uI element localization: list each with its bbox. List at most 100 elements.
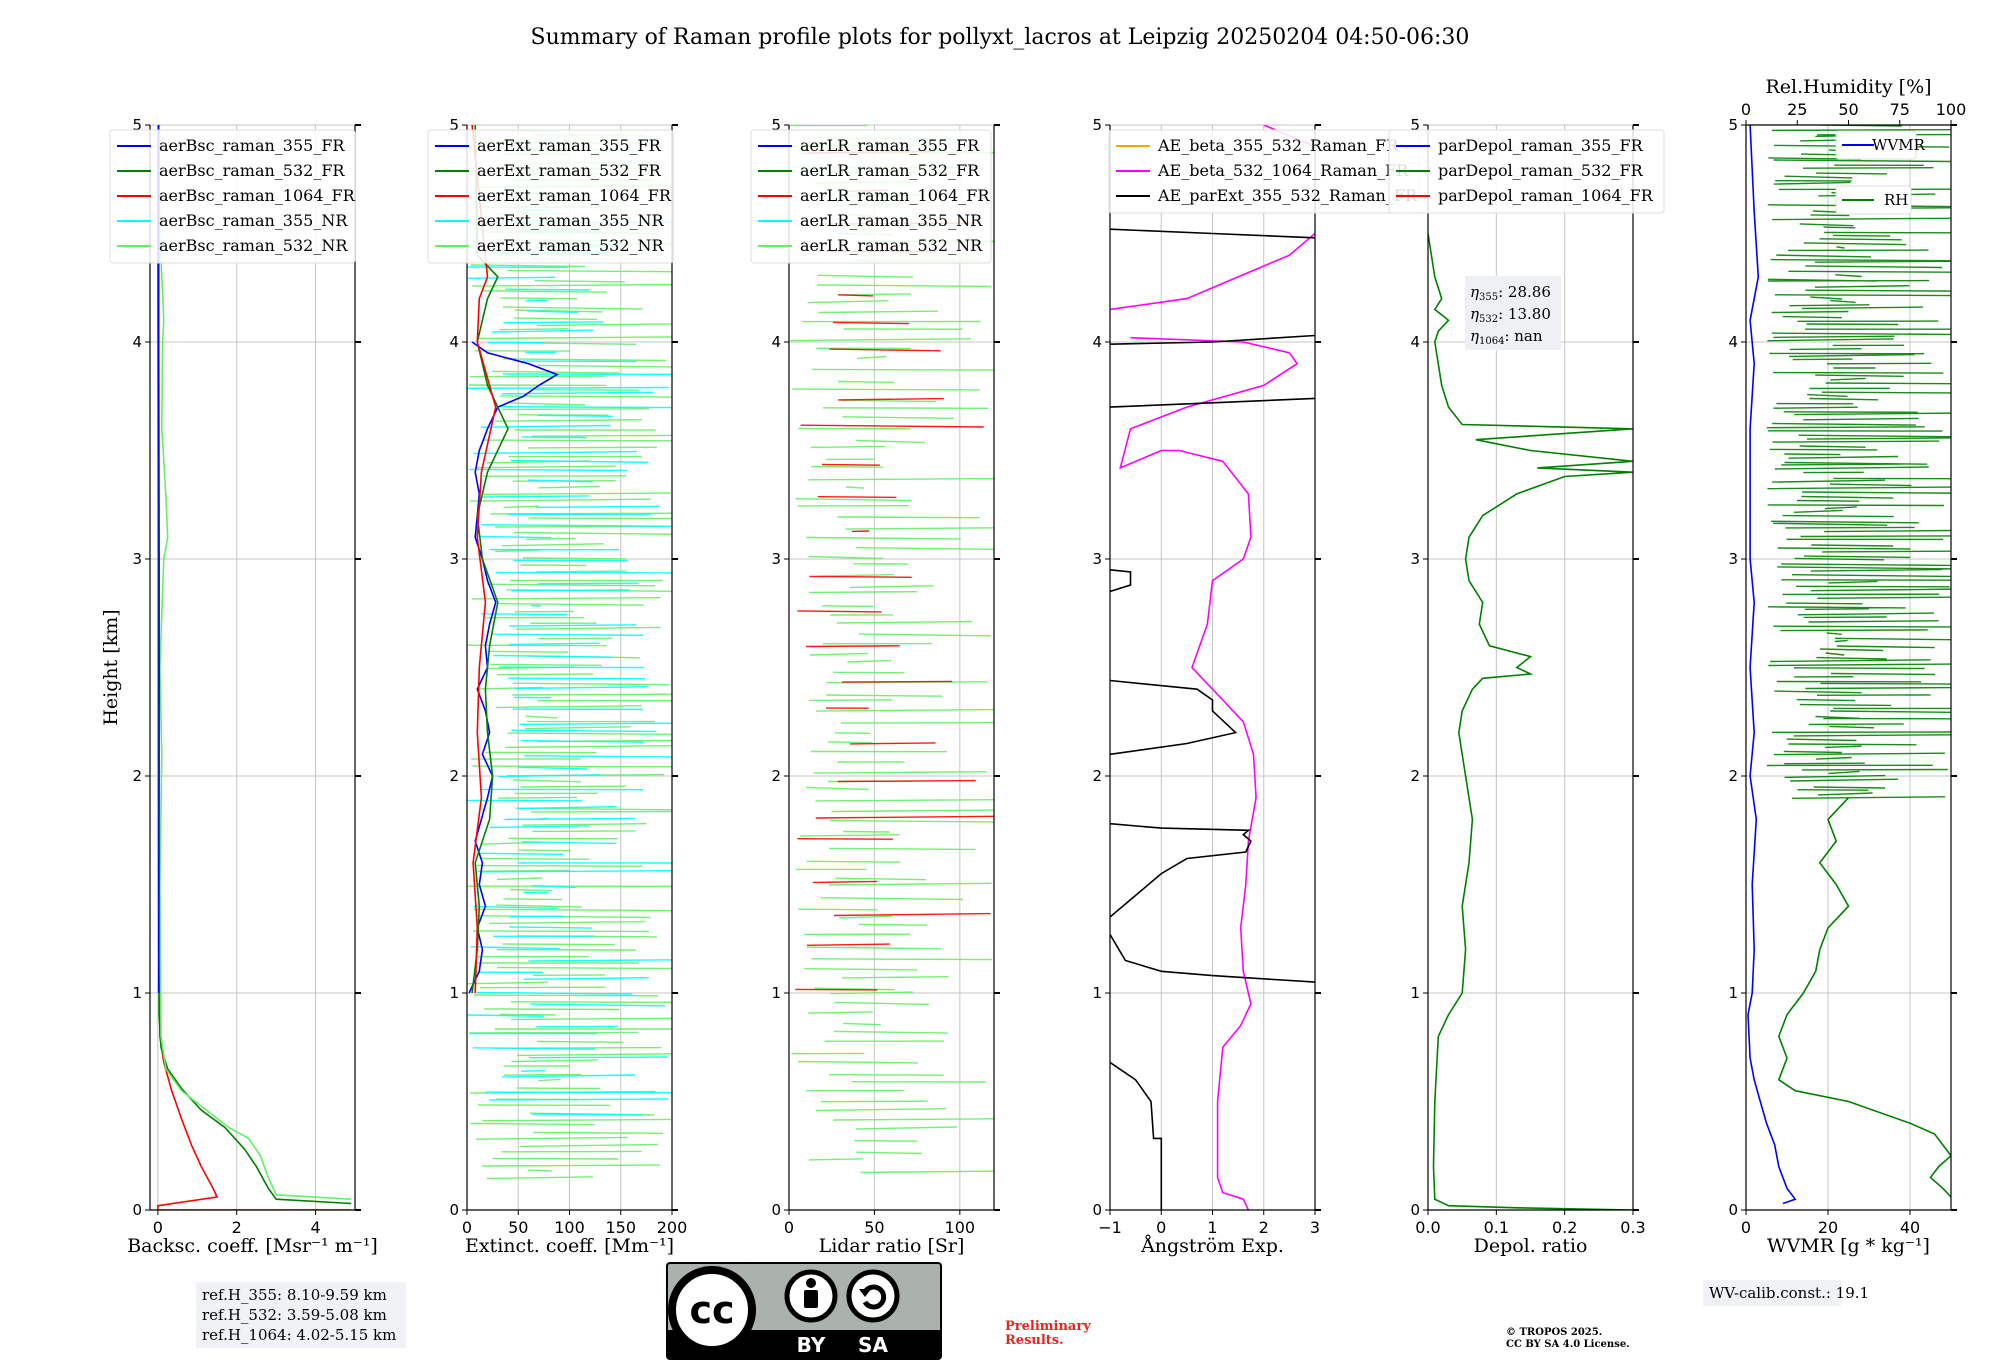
top-axis-label: Rel.Humidity [%] bbox=[1765, 76, 1931, 98]
plot-area-ext bbox=[467, 125, 672, 1180]
series-line-ae-9 bbox=[1110, 334, 1315, 345]
series-line-ext-0 bbox=[468, 341, 560, 994]
x-tick-label: 2 bbox=[232, 1218, 242, 1237]
series-line-ae-4 bbox=[1110, 933, 1315, 983]
wv-calibration-text: WV-calib.const.: 19.1 bbox=[1709, 1284, 1870, 1302]
legend-label: parDepol_raman_355_FR bbox=[1438, 136, 1644, 155]
x-tick-label: 20 bbox=[1818, 1218, 1838, 1237]
y-tick-label: 0 bbox=[449, 1201, 459, 1219]
legend-label: WVMR bbox=[1872, 136, 1926, 154]
legend-label: aerLR_raman_355_NR bbox=[800, 211, 983, 230]
x-tick-label: 0.3 bbox=[1620, 1218, 1645, 1237]
noise-trace-lr-0 bbox=[790, 125, 994, 1174]
legend-label: aerBsc_raman_355_FR bbox=[159, 136, 345, 155]
panel-wv: 0 20 40 0 1 2 3 4 5 WVMR [g * kg⁻¹] 0 25 50 75 100 Rel.… bbox=[1728, 76, 1966, 1257]
x-tick-label: 0.1 bbox=[1484, 1218, 1509, 1237]
legend-box bbox=[1835, 130, 1917, 160]
wv-calibration-box: WV-calib.const.: 19.1 bbox=[1703, 1280, 1870, 1306]
legend-label: aerLR_raman_355_FR bbox=[800, 136, 980, 155]
y-axis-label: Height [km] bbox=[100, 609, 122, 725]
legend-label: AE_beta_355_532_Raman_FR bbox=[1157, 136, 1399, 155]
legend-box bbox=[109, 129, 356, 264]
legend-box bbox=[1388, 129, 1665, 214]
y-tick-label: 0 bbox=[1410, 1201, 1420, 1219]
series-line-ae-5 bbox=[1110, 822, 1252, 918]
legend-box bbox=[750, 129, 992, 264]
x-tick-label: 0 bbox=[1741, 1218, 1751, 1237]
series-line-bsc-1 bbox=[157, 125, 352, 1205]
series-line-ae-0 bbox=[1119, 336, 1299, 1210]
x-tick-label: 4 bbox=[310, 1218, 320, 1237]
legend-label: aerExt_raman_532_NR bbox=[477, 236, 665, 255]
legend-label: AE_parExt_355_532_Raman_FR bbox=[1157, 186, 1418, 205]
x-tick-label: 1 bbox=[1207, 1218, 1217, 1237]
ref-height-355: ref.H_355: 8.10-9.59 km bbox=[202, 1286, 387, 1304]
noise-trace-ext-1 bbox=[467, 209, 672, 1116]
plot-area-wv bbox=[1747, 125, 1951, 1205]
copyright-line: © TROPOS 2025. bbox=[1506, 1327, 1603, 1338]
y-tick-label: 4 bbox=[132, 333, 142, 351]
legend-ae: AE_beta_355_532_Raman_FR AE_beta_532_1064… bbox=[1108, 129, 1420, 214]
cc-icon bbox=[668, 1266, 756, 1354]
legend-bsc: aerBsc_raman_355_FR aerBsc_raman_532_FRae… bbox=[109, 129, 356, 264]
preliminary-results-note: Preliminary Results. bbox=[1005, 1319, 1091, 1348]
series-line-ae-1 bbox=[1110, 232, 1315, 311]
cc-by-sa-logo: cc BY SA bbox=[666, 1262, 942, 1360]
eta-355: η355: 28.86 bbox=[1470, 283, 1551, 303]
x-tick-label: 0 bbox=[784, 1218, 794, 1237]
legend-wv: WVMR RH bbox=[1835, 130, 1926, 215]
y-tick-label: 5 bbox=[1728, 116, 1738, 134]
series-line-wv-1 bbox=[1777, 797, 1951, 1198]
top-tick-label: 25 bbox=[1787, 100, 1807, 119]
x-tick-label: 3 bbox=[1310, 1218, 1320, 1237]
noise-trace-wv-0 bbox=[1766, 125, 1951, 799]
y-tick-label: 0 bbox=[771, 1201, 781, 1219]
legend-label: aerBsc_raman_532_FR bbox=[159, 161, 345, 180]
legend-label: AE_beta_532_1064_Raman_FR bbox=[1157, 161, 1409, 180]
x-axis-label-wv: WVMR [g * kg⁻¹] bbox=[1767, 1235, 1930, 1257]
y-tick-label: 3 bbox=[771, 550, 781, 568]
x-tick-label: 0.0 bbox=[1415, 1218, 1440, 1237]
y-tick-label: 0 bbox=[132, 1201, 142, 1219]
y-tick-label: 2 bbox=[449, 767, 459, 785]
y-tick-label: 4 bbox=[771, 333, 781, 351]
series-line-ae-7 bbox=[1110, 569, 1132, 593]
legend-label: aerExt_raman_355_FR bbox=[477, 136, 662, 155]
series-line-bsc-2 bbox=[157, 125, 352, 1200]
legend-label: aerBsc_raman_355_NR bbox=[159, 211, 348, 230]
cc-sa-label: SA bbox=[858, 1333, 888, 1357]
x-axis-label-ext: Extinct. coeff. [Mm⁻¹] bbox=[465, 1235, 674, 1257]
y-tick-label: 3 bbox=[1092, 550, 1102, 568]
x-tick-label: 50 bbox=[864, 1218, 884, 1237]
ref-height-1064: ref.H_1064: 4.02-5.15 km bbox=[202, 1326, 397, 1344]
x-tick-label: 0 bbox=[462, 1218, 472, 1237]
license-line: CC BY SA 4.0 License. bbox=[1506, 1339, 1630, 1350]
legend-label: aerLR_raman_532_FR bbox=[800, 161, 980, 180]
x-tick-label: 40 bbox=[1900, 1218, 1920, 1237]
y-tick-label: 4 bbox=[1728, 333, 1738, 351]
x-tick-label: 150 bbox=[605, 1218, 636, 1237]
y-tick-label: 3 bbox=[1410, 550, 1420, 568]
y-tick-label: 1 bbox=[449, 984, 459, 1002]
top-tick-label: 0 bbox=[1741, 100, 1751, 119]
noise-trace-ext-0 bbox=[467, 129, 672, 1180]
x-tick-label: 200 bbox=[657, 1218, 688, 1237]
legend-ext: aerExt_raman_355_FR aerExt_raman_532_FRae… bbox=[427, 129, 674, 264]
series-line-wv-0 bbox=[1747, 125, 1797, 1205]
y-tick-label: 2 bbox=[132, 767, 142, 785]
x-tick-label: 0.2 bbox=[1552, 1218, 1577, 1237]
y-tick-label: 5 bbox=[449, 116, 459, 134]
y-tick-label: 3 bbox=[1728, 550, 1738, 568]
legend-label: aerBsc_raman_1064_FR bbox=[159, 186, 356, 205]
reference-height-box: ref.H_355: 8.10-9.59 km ref.H_532: 3.59-… bbox=[196, 1282, 406, 1348]
legend-box bbox=[427, 129, 674, 264]
eta-1064: η1064: nan bbox=[1470, 327, 1543, 347]
eta-532: η532: 13.80 bbox=[1470, 305, 1551, 325]
legend-lr: aerLR_raman_355_FR aerLR_raman_532_FR aerL… bbox=[750, 129, 992, 264]
series-line-ae-6 bbox=[1110, 679, 1238, 756]
series-line-ext-1 bbox=[471, 125, 509, 994]
y-tick-label: 1 bbox=[1410, 984, 1420, 1002]
y-tick-label: 1 bbox=[1092, 984, 1102, 1002]
